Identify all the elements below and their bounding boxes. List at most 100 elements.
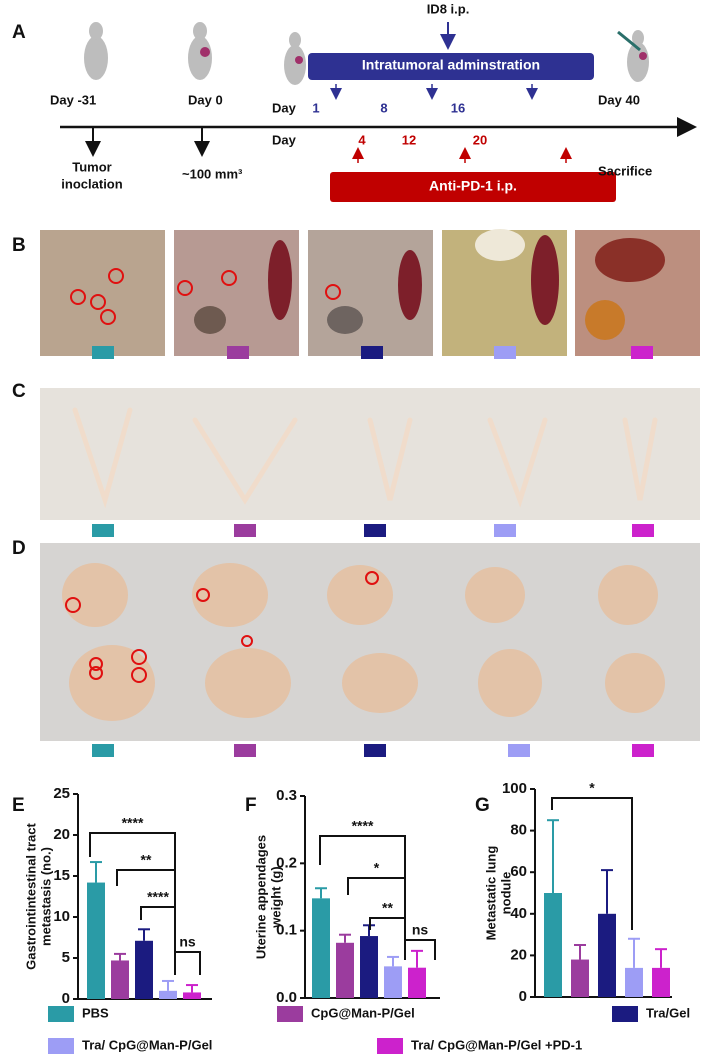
y-tick-label: 60: [510, 863, 527, 880]
legend-label: CpG@Man-P/Gel: [311, 1005, 415, 1020]
panel-label: F: [245, 795, 257, 816]
legend-swatch: [48, 1038, 74, 1054]
legend-label: Tra/ CpG@Man-P/Gel: [82, 1037, 212, 1052]
bar: [652, 967, 670, 997]
y-axis-label: nodule: [498, 872, 513, 915]
label: Intratumoral adminstration: [362, 57, 540, 73]
y-axis-label: Gastrointintestinal tract: [23, 823, 38, 970]
label: Anti-PD-1 i.p.: [429, 178, 517, 194]
label: 8: [380, 100, 387, 115]
y-tick-label: 0.3: [276, 787, 297, 804]
legend-label: Tra/Gel: [646, 1005, 690, 1020]
label: 1: [312, 100, 319, 115]
group-swatch: [361, 346, 383, 359]
significance-bracket: [140, 906, 176, 920]
label: inoclation: [61, 176, 122, 191]
bar: [159, 990, 177, 999]
y-tick-label: 20: [510, 946, 527, 963]
photos: [40, 229, 700, 741]
y-tick-label: 25: [53, 785, 70, 802]
y-tick-label: 100: [502, 780, 527, 797]
y-axis-label: Uterine appendages: [253, 835, 268, 959]
error-bar: [547, 819, 559, 893]
bar: [87, 882, 105, 999]
timeline: [60, 22, 697, 202]
error-bar: [90, 861, 102, 883]
bar: [135, 940, 153, 999]
error-bar: [628, 937, 640, 968]
label: 12: [402, 132, 416, 147]
bar: [598, 913, 616, 997]
bar: [625, 967, 643, 997]
y-tick-label: 5: [62, 949, 70, 966]
group-swatch: [92, 744, 114, 757]
significance-label: ****: [147, 889, 169, 905]
panel-label: G: [475, 795, 490, 816]
pd1-bar: [330, 172, 616, 202]
group-swatch: [632, 524, 654, 537]
legend-swatch: [612, 1006, 638, 1022]
error-bar: [114, 952, 126, 961]
y-tick-label: 80: [510, 822, 527, 839]
significance-label: *: [589, 780, 595, 796]
legend-swatch: [48, 1006, 74, 1022]
y-tick-label: 40: [510, 905, 527, 922]
group-swatch: [508, 744, 530, 757]
y-tick-label: 0.0: [276, 989, 297, 1006]
label: Day: [272, 100, 297, 115]
group-swatch: [234, 524, 256, 537]
significance-label: ns: [412, 922, 429, 938]
panel-label: C: [12, 381, 26, 402]
error-bar: [186, 984, 198, 993]
y-tick-label: 0: [62, 990, 70, 1007]
significance-bracket: [369, 917, 406, 930]
photo: [40, 230, 165, 356]
error-bar: [574, 944, 586, 960]
mice: [84, 22, 649, 85]
label: Day -31: [50, 92, 96, 107]
group-swatch: [227, 346, 249, 359]
group-swatch: [632, 744, 654, 757]
group-swatch: [234, 744, 256, 757]
y-axis-label: Metastatic lung: [483, 846, 498, 941]
significance-bracket: [347, 877, 406, 895]
label: Tumor: [72, 159, 111, 174]
significance-label: **: [382, 900, 393, 916]
error-bar: [411, 949, 423, 968]
error-bar: [387, 955, 399, 967]
label: 16: [451, 100, 465, 115]
error-bar: [601, 869, 613, 914]
legend-swatch: [277, 1006, 303, 1022]
group-swatch: [364, 744, 386, 757]
legend-label: Tra/ CpG@Man-P/Gel +PD-1: [411, 1037, 582, 1052]
label: 20: [473, 132, 487, 147]
significance-label: ns: [179, 934, 196, 950]
bar: [360, 936, 378, 998]
significance-label: ****: [122, 815, 144, 831]
group-swatch: [92, 524, 114, 537]
y-tick-label: 0.1: [276, 922, 297, 939]
error-bar: [315, 887, 327, 899]
significance-bracket: [116, 869, 176, 886]
group-swatch: [494, 524, 516, 537]
significance-bracket: [404, 939, 436, 960]
significance-bracket: [89, 832, 176, 857]
bar: [312, 898, 330, 998]
bar: [111, 960, 129, 999]
bar: [183, 992, 201, 999]
bar: [384, 966, 402, 998]
group-swatch: [631, 346, 653, 359]
panel-label: A: [12, 22, 26, 43]
error-bar: [162, 979, 174, 991]
bar: [571, 959, 589, 997]
label: ID8 i.p.: [427, 1, 470, 16]
legend-label: PBS: [82, 1005, 109, 1020]
legend-swatch: [377, 1038, 403, 1054]
label: Day 40: [598, 92, 640, 107]
group-swatch: [364, 524, 386, 537]
significance-label: **: [141, 852, 152, 868]
bar: [408, 967, 426, 998]
photo: [40, 388, 700, 520]
panel-label: E: [12, 795, 25, 816]
y-tick-label: 20: [53, 826, 70, 843]
